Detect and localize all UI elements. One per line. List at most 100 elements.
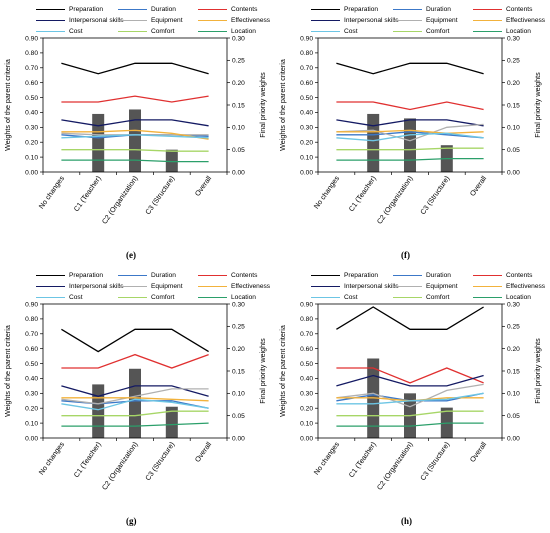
series-line (336, 383, 484, 408)
legend-label: Location (506, 294, 531, 301)
series-line (336, 410, 484, 417)
legend-swatch (198, 275, 227, 276)
y-axis-title: Weights of the parent criteria (3, 325, 12, 417)
y2-tick-label: 0.20 (232, 80, 245, 87)
legend-label: Cost (344, 294, 358, 301)
series-line (61, 388, 209, 405)
bar (367, 113, 380, 172)
x-tick-label: C2 (Organization) (375, 174, 415, 226)
series-line (61, 119, 209, 127)
y-tick-label: 0.40 (25, 376, 38, 383)
series-line (336, 101, 484, 111)
y2-tick-label: 0.25 (232, 324, 245, 331)
y-tick-label: 0.20 (25, 140, 38, 147)
y2-tick-label: 0.30 (507, 301, 520, 308)
x-tick-label: Overall (468, 174, 489, 198)
legend-swatch (473, 20, 502, 21)
x-tick-label: C3 (Structure) (418, 440, 451, 482)
panel-label: (g) (126, 516, 137, 526)
series-line (61, 159, 209, 163)
y-tick-label: 0.90 (25, 301, 38, 308)
series-line (336, 123, 484, 142)
chart-svg: 0.00 0.10 0.20 0.30 0.40 0.50 0.60 0.70 0.80 0.90… (3, 301, 267, 491)
x-tick-label: C1 (Teacher) (347, 174, 378, 213)
bar (129, 368, 141, 438)
y-axis-title: Weights of the parent criteria (3, 59, 12, 151)
legend-label: Interpersonal skills (344, 283, 399, 290)
series-line (336, 392, 484, 405)
legend-swatch (473, 275, 502, 276)
legend-swatch (198, 297, 227, 298)
y-tick-label: 0.90 (25, 35, 38, 42)
legend-swatch (36, 31, 65, 32)
y2-tick-label: 0.15 (507, 102, 520, 109)
x-tick-label: C2 (Organization) (100, 174, 140, 226)
legend-swatch (311, 275, 340, 276)
series-line (61, 134, 209, 139)
legend-label: Interpersonal skills (69, 17, 124, 24)
y-tick-label: 0.90 (300, 301, 313, 308)
x-tick-label: No changes (37, 440, 67, 477)
y-tick-label: 0.70 (25, 331, 38, 338)
panel-label: (f) (401, 250, 410, 260)
legend-swatch (393, 297, 422, 298)
legend-swatch (118, 20, 147, 21)
bar (165, 406, 178, 438)
x-tick-label: No changes (312, 174, 342, 211)
legend-label: Comfort (151, 28, 175, 35)
legend-swatch (311, 31, 340, 32)
legend-label: Preparation (69, 272, 104, 279)
y2-tick-label: 0.25 (232, 58, 245, 65)
series-line (61, 422, 209, 427)
x-tick-label: Overall (193, 440, 214, 464)
legend-label: Comfort (426, 28, 450, 35)
legend-label: Comfort (426, 294, 450, 301)
legend-label: Location (506, 28, 531, 35)
chart-panel: Preparation Duration Contents Interpersonal… (0, 0, 275, 266)
series-line (336, 306, 484, 330)
series-line (336, 119, 484, 127)
y2-tick-label: 0.05 (232, 147, 245, 154)
x-tick-label: C3 (Structure) (143, 174, 176, 216)
y2-axis-title: Final priority weights (258, 72, 267, 138)
y-tick-label: 0.20 (25, 406, 38, 413)
legend-swatch (393, 275, 422, 276)
legend-label: Cost (69, 28, 83, 35)
y-tick-label: 0.80 (25, 50, 38, 57)
y-tick-label: 0.40 (300, 110, 313, 117)
x-tick-label: C1 (Teacher) (72, 440, 103, 479)
legend-label: Duration (151, 272, 176, 279)
y2-tick-label: 0.25 (507, 58, 520, 65)
y-tick-label: 0.60 (300, 346, 313, 353)
y-tick-label: 0.50 (300, 361, 313, 368)
legend-swatch (118, 9, 147, 10)
legend: Preparation Duration Contents Interpersonal… (28, 4, 273, 38)
y-tick-label: 0.10 (300, 154, 313, 161)
legend-swatch (473, 31, 502, 32)
series-line (61, 410, 209, 417)
chart-panel: Preparation Duration Contents Interpersonal… (275, 0, 550, 266)
legend-label: Duration (151, 6, 176, 13)
legend-label: Preparation (69, 6, 104, 13)
legend-label: Effectiveness (506, 283, 546, 290)
series-line (336, 157, 484, 161)
legend-label: Equipment (151, 283, 183, 290)
legend-label: Effectiveness (231, 283, 271, 290)
bar (92, 384, 105, 438)
y-tick-label: 0.80 (300, 50, 313, 57)
legend-swatch (473, 297, 502, 298)
legend-label: Equipment (426, 283, 458, 290)
series-line (61, 62, 209, 75)
legend-swatch (36, 286, 65, 287)
series-line (336, 131, 484, 139)
series-line (61, 328, 209, 353)
x-tick-label: C1 (Teacher) (347, 440, 378, 479)
legend-swatch (36, 297, 65, 298)
y-tick-label: 0.70 (300, 65, 313, 72)
y-tick-label: 0.10 (300, 420, 313, 427)
y2-tick-label: 0.30 (232, 301, 245, 308)
y-tick-label: 0.00 (300, 435, 313, 442)
y-tick-label: 0.30 (25, 125, 38, 132)
legend-swatch (118, 297, 147, 298)
chart-panel: Preparation Duration Contents Interpersonal… (0, 266, 275, 532)
